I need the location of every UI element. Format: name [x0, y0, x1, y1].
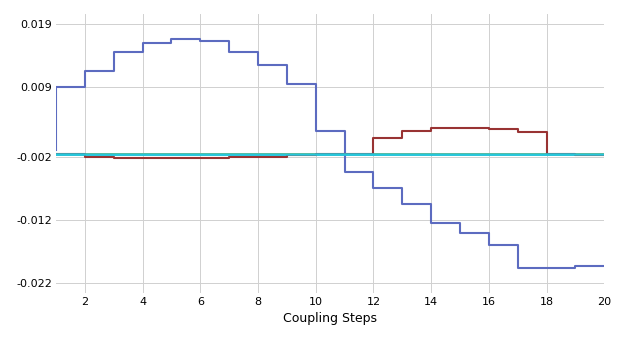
- X-axis label: Coupling Steps: Coupling Steps: [283, 312, 377, 326]
